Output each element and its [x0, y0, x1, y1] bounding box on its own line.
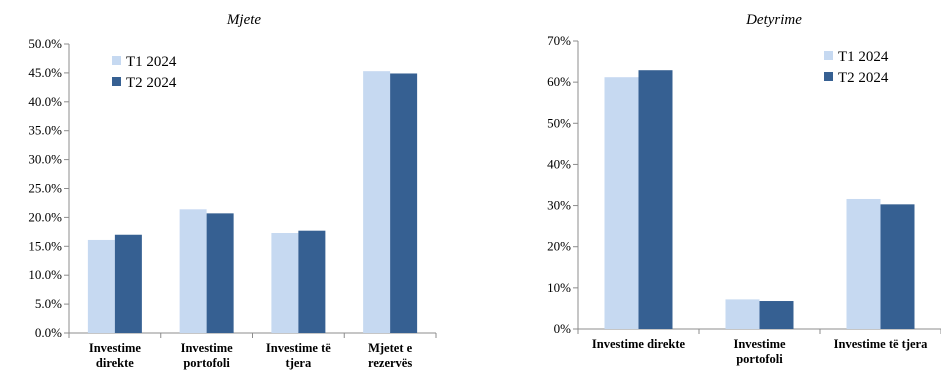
bar-t1 — [604, 77, 639, 329]
bars — [604, 70, 915, 329]
x-tick-label: Investime — [181, 341, 234, 355]
x-tick-label: portofoli — [736, 352, 783, 366]
bar-t1 — [725, 299, 760, 329]
y-tick-label: 35.0% — [28, 123, 62, 138]
y-tick-label: 20% — [547, 239, 571, 254]
legend: T1 2024 T2 2024 — [824, 49, 889, 86]
legend: T1 2024 T2 2024 — [112, 54, 177, 91]
bar-t1 — [271, 233, 299, 333]
bar-t2 — [114, 234, 142, 333]
bar-t2 — [880, 204, 915, 329]
x-tick-label: Investime direkte — [592, 337, 686, 351]
bar-t2 — [638, 70, 673, 329]
y-tick-label: 0.0% — [35, 325, 62, 340]
y-tick-label: 45.0% — [28, 65, 62, 80]
x-tick-label: Investime të — [266, 341, 331, 355]
legend-label-t1: T1 2024 — [838, 49, 889, 65]
bar-t1 — [846, 198, 881, 329]
legend-label-t2: T2 2024 — [838, 70, 889, 86]
bar-t2 — [298, 230, 326, 333]
y-tick-label: 40.0% — [28, 94, 62, 109]
legend-swatch-t2 — [112, 77, 121, 86]
y-tick-label: 15.0% — [28, 238, 62, 253]
y-tick-label: 50% — [547, 115, 571, 130]
y-tick-label: 25.0% — [28, 181, 62, 196]
bar-t1 — [87, 239, 115, 333]
y-tick-label: 10% — [547, 280, 571, 295]
x-tick-label: portofoli — [183, 356, 230, 370]
bar-t2 — [759, 301, 794, 329]
legend-swatch-t2 — [824, 72, 833, 81]
y-axis: 0% 10% 20% 30% 40% 50% 60% 70% — [547, 33, 579, 336]
legend-label-t1: T1 2024 — [126, 54, 177, 70]
chart-mjete: Mjete 0.0% 5.0% 10.0% 15.0% 20.0% 25.0% 30.0% 3… — [28, 12, 437, 370]
y-tick-label: 60% — [547, 74, 571, 89]
x-tick-label: Investime — [89, 341, 142, 355]
chart-title: Mjete — [226, 12, 261, 28]
bar-t2 — [390, 73, 418, 333]
y-tick-label: 20.0% — [28, 209, 62, 224]
y-tick-label: 40% — [547, 156, 571, 171]
legend-swatch-t1 — [824, 51, 833, 60]
bar-t1 — [179, 209, 207, 333]
x-tick-label: tjera — [286, 356, 312, 370]
y-tick-label: 70% — [547, 33, 571, 48]
x-tick-label: rezervës — [368, 356, 412, 370]
x-axis: InvestimedirekteInvestimeportofoliInvest… — [68, 332, 437, 370]
y-tick-label: 50.0% — [28, 36, 62, 51]
y-tick-label: 30% — [547, 198, 571, 213]
x-tick-label: direkte — [96, 356, 134, 370]
x-tick-label: Investime të tjera — [834, 337, 928, 351]
chart-title: Detyrime — [745, 12, 802, 28]
legend-label-t2: T2 2024 — [126, 75, 177, 91]
y-tick-label: 0% — [554, 321, 572, 336]
bars — [87, 71, 418, 333]
y-tick-label: 30.0% — [28, 152, 62, 167]
x-tick-label: Investime — [733, 337, 786, 351]
legend-swatch-t1 — [112, 56, 121, 65]
bar-t2 — [206, 213, 234, 333]
x-tick-label: Mjetet e — [368, 341, 413, 355]
chart-detyrime: Detyrime 0% 10% 20% 30% 40% 50% 60% 70% Investi… — [547, 12, 941, 366]
y-tick-label: 10.0% — [28, 267, 62, 282]
y-axis: 0.0% 5.0% 10.0% 15.0% 20.0% 25.0% 30.0% 35.0% 40… — [28, 36, 70, 340]
y-tick-label: 5.0% — [35, 296, 62, 311]
bar-t1 — [363, 71, 391, 333]
